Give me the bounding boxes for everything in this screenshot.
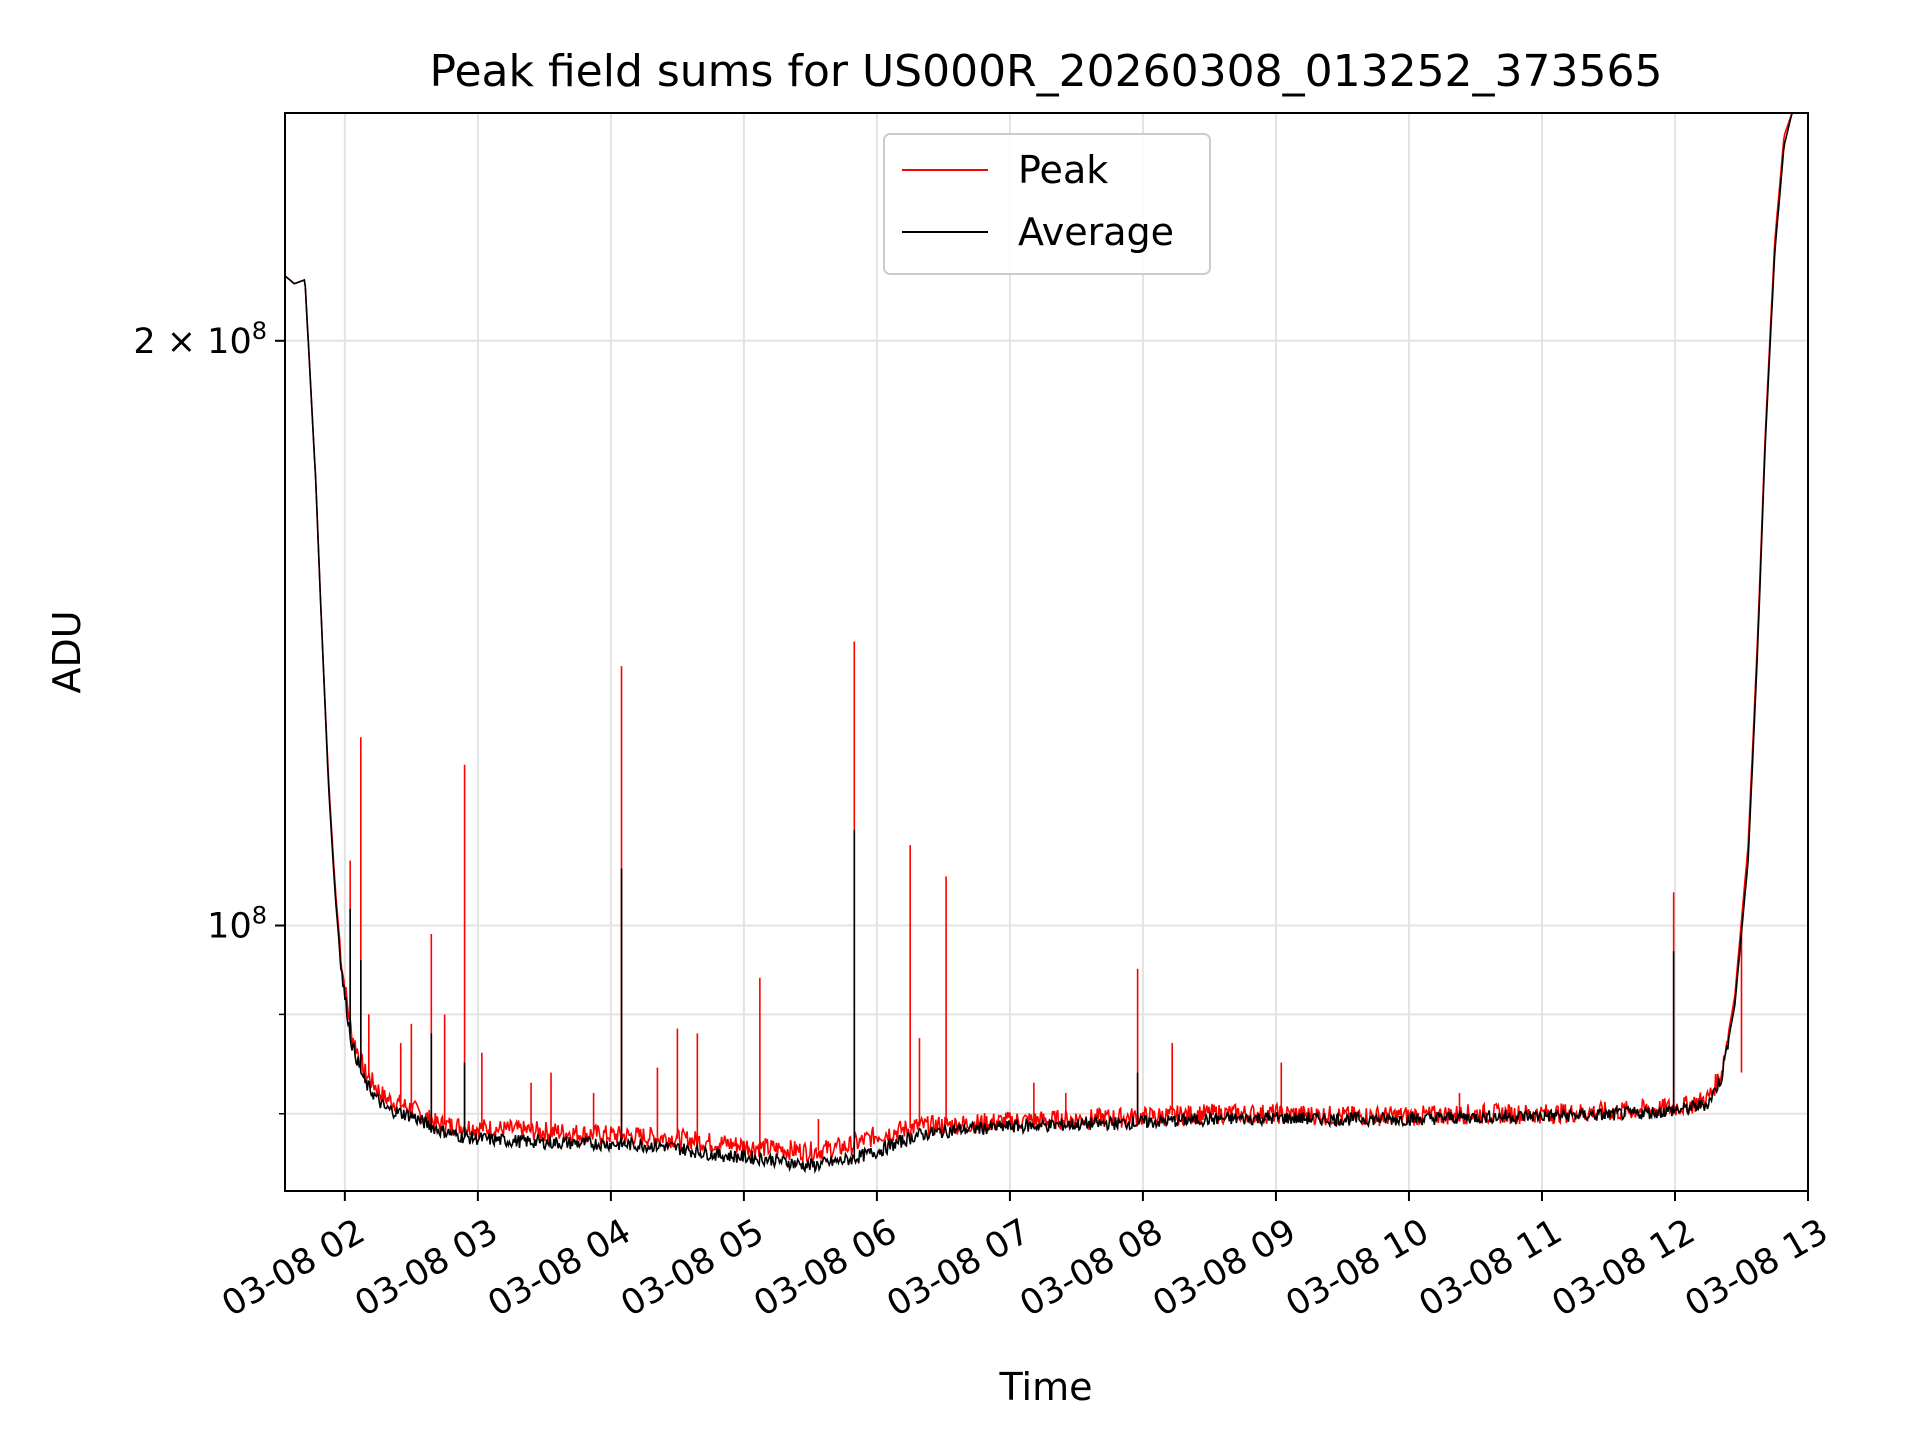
- chart-title: Peak field sums for US000R_20260308_0132…: [429, 46, 1662, 97]
- legend-average-label: Average: [1018, 210, 1174, 254]
- series-line-average: [285, 113, 1808, 1175]
- series-average: [285, 113, 1808, 1175]
- plot-frame: [284, 112, 1809, 1192]
- y-tick-label: 2 × 108: [133, 317, 267, 362]
- x-axis-title: Time: [999, 1365, 1093, 1409]
- y-tick-label: 108: [207, 902, 267, 947]
- legend-peak-label: Peak: [1018, 148, 1108, 192]
- grid-layer: [285, 113, 1809, 1191]
- series-layer: [285, 113, 1808, 1175]
- legend: Peak Average: [883, 133, 1211, 275]
- y-axis-title: ADU: [45, 610, 89, 693]
